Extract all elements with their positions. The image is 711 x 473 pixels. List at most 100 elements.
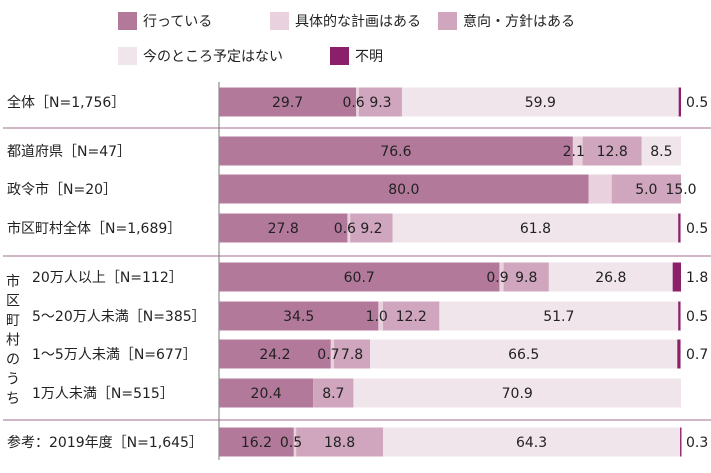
value-label-r2-s4: 8.5 [650, 144, 672, 160]
bar-r5-s5 [672, 262, 681, 292]
value-label-r8-s1: 20.4 [251, 386, 282, 402]
legend-label-3: 意向・方針はある [463, 13, 575, 30]
category-label-7: 1～5万人未満［N=677］ [32, 347, 197, 363]
group-label-char-7: ち [6, 391, 20, 407]
value-label-r3-s4: 15.0 [665, 182, 696, 198]
bar-r4-s3 [350, 213, 393, 243]
bar-r5-s2 [499, 262, 504, 292]
bar-r4-s2 [347, 213, 351, 243]
value-label-r2-s2: 2.1 [563, 144, 585, 160]
value-label-r9-s4: 64.3 [516, 435, 547, 451]
bar-r9-s4 [383, 427, 681, 457]
bar-r7-s1 [219, 339, 331, 369]
legend-swatch-4 [118, 47, 137, 65]
bar-r1-s1 [219, 87, 357, 117]
legend-label-4: 今のところ予定はない [143, 49, 283, 65]
value-label-r2-s3: 12.8 [597, 144, 628, 160]
legend-label-5: 不明 [355, 49, 383, 65]
bar-r6-s3 [383, 301, 440, 331]
bar-r2-s1 [219, 136, 573, 166]
bar-r8-s4 [353, 378, 681, 408]
bar-r5-s3 [503, 262, 549, 292]
legend-label-2: 具体的な計画はある [295, 14, 421, 30]
value-label-r3-s1: 80.0 [388, 182, 419, 198]
value-label-r5-s2: 0.9 [486, 270, 508, 286]
value-label-r6-s4: 51.7 [543, 309, 574, 325]
bar-r9-s3 [296, 427, 384, 457]
group-label-char-1: 市 [6, 273, 20, 290]
bar-r1-s3 [358, 87, 402, 117]
legend-swatch-5 [330, 47, 349, 65]
bar-r4-s5 [678, 213, 681, 243]
value-label-r7-s4: 66.5 [508, 347, 539, 363]
group-label-char-3: 町 [6, 313, 20, 329]
legend-label-1: 行っている [143, 14, 212, 30]
value-label-r1-s3: 9.3 [369, 95, 391, 111]
value-label-r5-s3: 9.8 [515, 270, 537, 286]
bar-r6-s2 [378, 301, 384, 331]
group-label-char-2: 区 [6, 294, 20, 310]
legend-swatch-1 [118, 12, 137, 30]
value-label-r5-s1: 60.7 [344, 270, 375, 286]
value-label-r4-s3: 9.2 [360, 221, 382, 237]
legend-swatch-2 [270, 12, 289, 30]
value-label-r1-s2: 0.6 [342, 95, 364, 111]
value-label-r1-s5: 0.5 [686, 95, 708, 111]
category-label-1: 全体［N=1,756］ [7, 94, 125, 111]
bar-r2-s2 [572, 136, 583, 166]
group-label-char-4: 村 [6, 333, 20, 349]
value-label-r2-s1: 76.6 [380, 144, 411, 160]
value-label-r5-s5: 1.8 [686, 270, 708, 286]
bar-r5-s1 [219, 262, 500, 292]
value-label-r1-s1: 29.7 [272, 95, 303, 111]
value-label-r7-s1: 24.2 [259, 347, 290, 363]
category-label-8: 1万人未満［N=515］ [32, 386, 174, 402]
bar-r7-s3 [334, 339, 371, 369]
bar-r3-s2 [588, 174, 612, 204]
category-label-3: 政令市［N=20］ [7, 181, 117, 198]
bar-r2-s3 [582, 136, 642, 166]
value-label-r9-s5: 0.3 [686, 435, 708, 451]
legend-swatch-3 [438, 12, 457, 30]
value-label-r6-s5: 0.5 [686, 309, 708, 325]
category-label-9: 参考：2019年度［N=1,645］ [7, 434, 203, 451]
value-label-r7-s2: 0.7 [317, 347, 339, 363]
bar-r1-s5 [678, 87, 681, 117]
bar-r4-s4 [392, 213, 679, 243]
bar-r7-s4 [370, 339, 678, 369]
bar-r6-s4 [439, 301, 679, 331]
bar-r6-s5 [678, 301, 681, 331]
value-label-r4-s5: 0.5 [686, 221, 708, 237]
bar-r1-s4 [401, 87, 679, 117]
bar-r2-s4 [641, 136, 681, 166]
bar-r8-s1 [219, 378, 314, 408]
bar-r5-s4 [548, 262, 673, 292]
bar-r6-s1 [219, 301, 379, 331]
category-label-5: 20万人以上［N=112］ [32, 270, 183, 286]
bar-r3-s3 [611, 174, 681, 204]
category-label-2: 都道府県［N=47］ [7, 144, 131, 160]
value-label-r7-s3: 7.8 [341, 347, 363, 363]
value-label-r3-s3: 5.0 [635, 182, 657, 198]
value-label-r7-s5: 0.7 [686, 347, 708, 363]
value-label-r8-s3: 8.7 [322, 386, 344, 402]
value-label-r4-s4: 61.8 [520, 221, 551, 237]
value-label-r6-s3: 12.2 [396, 309, 427, 325]
category-label-6: 5～20万人未満［N=385］ [32, 309, 206, 325]
value-label-r1-s4: 59.9 [525, 95, 556, 111]
bar-r7-s5 [677, 339, 681, 369]
bar-r4-s1 [219, 213, 348, 243]
category-label-4: 市区町村全体［N=1,689］ [7, 220, 181, 237]
group-label-char-5: の [6, 352, 20, 368]
value-label-r4-s1: 27.8 [268, 221, 299, 237]
bar-r9-s2 [293, 427, 297, 457]
bar-r9-s5 [680, 427, 682, 457]
value-label-r9-s1: 16.2 [241, 435, 272, 451]
group-label-char-6: う [6, 372, 20, 388]
value-label-r9-s3: 18.8 [324, 435, 355, 451]
bar-r3-s1 [219, 174, 589, 204]
value-label-r9-s2: 0.5 [280, 435, 302, 451]
value-label-r6-s1: 34.5 [283, 309, 314, 325]
bar-r9-s1 [219, 427, 294, 457]
